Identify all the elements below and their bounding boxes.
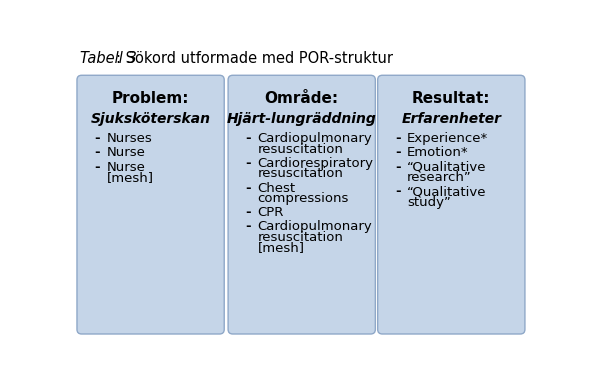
Text: CPR: CPR — [258, 206, 284, 219]
Text: : Sökord utformade med POR-struktur: : Sökord utformade med POR-struktur — [116, 51, 393, 66]
Text: Problem:: Problem: — [112, 91, 189, 106]
Text: -: - — [95, 147, 100, 159]
Text: -: - — [395, 185, 401, 198]
Text: “Qualitative: “Qualitative — [407, 161, 486, 174]
Text: Resultat:: Resultat: — [412, 91, 491, 106]
FancyBboxPatch shape — [77, 75, 224, 334]
Text: -: - — [245, 221, 251, 233]
Text: Emotion*: Emotion* — [407, 147, 469, 159]
Text: [mesh]: [mesh] — [106, 171, 154, 184]
Text: resuscitation: resuscitation — [258, 143, 343, 156]
Text: resuscitation: resuscitation — [258, 167, 343, 180]
Text: Nurse: Nurse — [106, 161, 145, 174]
Text: Cardiorespiratory: Cardiorespiratory — [258, 157, 374, 170]
Text: resuscitation: resuscitation — [258, 231, 343, 244]
FancyBboxPatch shape — [228, 75, 375, 334]
Text: Cardiopulmonary: Cardiopulmonary — [258, 132, 372, 145]
Text: Experience*: Experience* — [407, 132, 488, 145]
Text: -: - — [395, 147, 401, 159]
Text: -: - — [95, 161, 100, 174]
Text: -: - — [245, 182, 251, 195]
FancyBboxPatch shape — [378, 75, 525, 334]
Text: -: - — [95, 132, 100, 145]
Text: Nurses: Nurses — [106, 132, 152, 145]
Text: -: - — [245, 157, 251, 170]
Text: Sjuksköterskan: Sjuksköterskan — [90, 112, 210, 126]
Text: -: - — [395, 132, 401, 145]
Text: study”: study” — [407, 196, 451, 209]
Text: Område:: Område: — [265, 91, 339, 106]
Text: Erfarenheter: Erfarenheter — [401, 112, 501, 126]
Text: compressions: compressions — [258, 192, 349, 205]
Text: -: - — [245, 132, 251, 145]
Text: -: - — [245, 206, 251, 219]
Text: Nurse: Nurse — [106, 147, 145, 159]
Text: Tabell 3: Tabell 3 — [80, 51, 137, 66]
Text: -: - — [395, 161, 401, 174]
Text: “Qualitative: “Qualitative — [407, 185, 486, 198]
Text: Hjärt-lungräddning: Hjärt-lungräddning — [227, 112, 376, 126]
Text: Chest: Chest — [258, 182, 296, 195]
Text: Cardiopulmonary: Cardiopulmonary — [258, 221, 372, 233]
Text: [mesh]: [mesh] — [258, 241, 304, 254]
Text: research”: research” — [407, 171, 472, 184]
